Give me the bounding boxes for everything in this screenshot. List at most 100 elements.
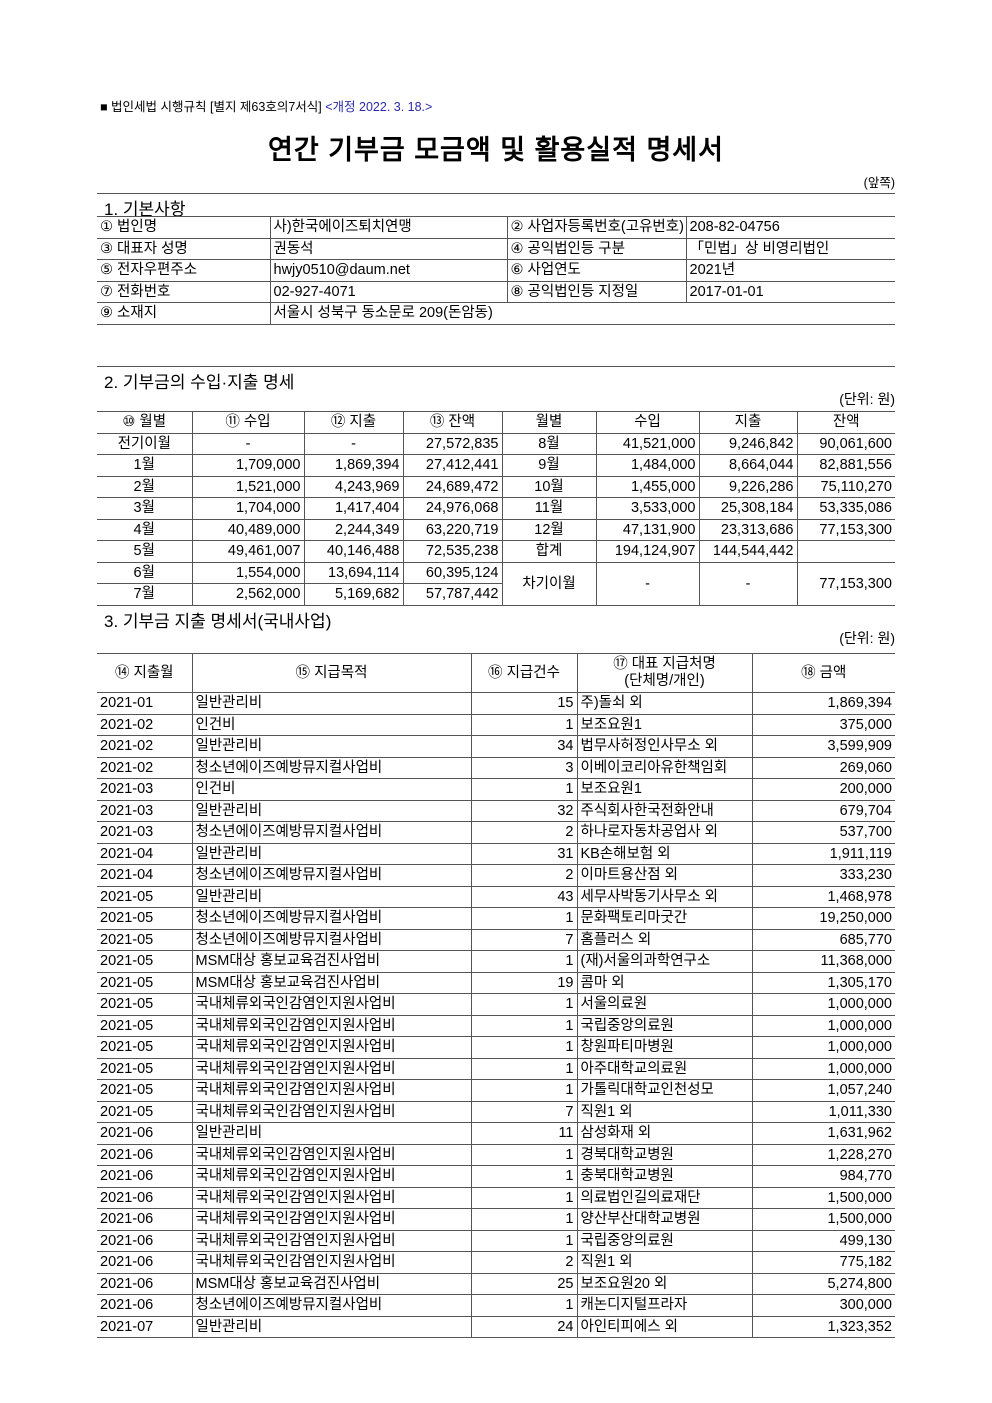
amount-cell: 3,533,000 [595, 497, 700, 520]
payment-purpose: 국내체류외국인감염인지원사업비 [191, 1251, 472, 1274]
payment-count: 32 [470, 799, 578, 822]
payment-count: 7 [470, 928, 578, 951]
payment-purpose: 국내체류외국인감염인지원사업비 [191, 1186, 472, 1209]
table-row: 4월 40,489,000 2,244,349 63,220,719 12월 47,131… [97, 518, 895, 541]
table-row: 2021-06 국내체류외국인감염인지원사업비 1 경북대학교병원 1,228,270 [97, 1143, 895, 1166]
payee-name: 삼성화재 외 [576, 1122, 753, 1145]
expense-month: 2021-06 [97, 1143, 193, 1166]
table-row: 2021-03 청소년에이즈예방뮤지컬사업비 2 하나로자동차공업사 외 537,700 [97, 821, 895, 844]
info-label: ⑧ 공익법인등 지정일 [507, 280, 687, 303]
column-header: ⑮ 지급목적 [191, 653, 472, 693]
expense-month: 2021-06 [97, 1165, 193, 1188]
column-header: 수입 [595, 411, 700, 434]
payment-purpose: 일반관리비 [191, 692, 472, 715]
amount: 375,000 [751, 713, 895, 736]
payment-count: 1 [470, 907, 578, 930]
header-row: ⑩ 월별 ⑪ 수입 ⑫ 지출 ⑬ 잔액 월별 수입 지출 잔액 [97, 411, 895, 434]
expense-month: 2021-05 [97, 928, 193, 951]
amount: 1,000,000 [751, 993, 895, 1016]
amount-cell: 1,709,000 [191, 454, 305, 477]
info-value: 208-82-04756 [686, 216, 895, 239]
amount-cell [796, 540, 895, 563]
payee-name: 이베이코리아유한책임회 [576, 756, 753, 779]
amount-cell: 41,521,000 [595, 432, 700, 455]
payment-purpose: 국내체류외국인감염인지원사업비 [191, 1100, 472, 1123]
amount: 1,057,240 [751, 1079, 895, 1102]
payment-count: 2 [470, 1251, 578, 1274]
amount-cell: 8,664,044 [698, 454, 798, 477]
month-cell: 6월 [97, 561, 193, 584]
table-row: 2021-01 일반관리비 15 주)돌쇠 외 1,869,394 [97, 692, 895, 715]
payee-name: 아인티피에스 외 [576, 1315, 753, 1338]
info-row: ③ 대표자 성명 권동석 ④ 공익법인등 구분 「민법」상 비영리법인 [97, 237, 895, 260]
payment-count: 1 [470, 713, 578, 736]
expense-month: 2021-06 [97, 1122, 193, 1145]
info-label: ① 법인명 [97, 216, 271, 239]
payee-name: 콤마 외 [576, 971, 753, 994]
amount: 679,704 [751, 799, 895, 822]
column-header: ⑰ 대표 지급처명 (단체명/개인) [576, 653, 753, 693]
amount-cell: 27,412,441 [402, 454, 503, 477]
section-divider [97, 366, 895, 367]
payee-name: 보조요원1 [576, 778, 753, 801]
payment-purpose: 국내체류외국인감염인지원사업비 [191, 1208, 472, 1231]
amount-cell: 77,153,300 [796, 518, 895, 541]
month-cell: 7월 [97, 583, 193, 606]
amount-cell: 1,554,000 [191, 561, 305, 584]
info-label: ③ 대표자 성명 [97, 237, 271, 260]
table-row: 2021-06 국내체류외국인감염인지원사업비 1 국립중앙의료원 499,130 [97, 1229, 895, 1252]
amount: 19,250,000 [751, 907, 895, 930]
payment-purpose: MSM대상 홍보교육검진사업비 [191, 971, 472, 994]
expense-month: 2021-05 [97, 1057, 193, 1080]
info-row: ⑤ 전자우편주소 hwjy0510@daum.net ⑥ 사업연도 2021년 [97, 259, 895, 282]
info-value: 2021년 [686, 259, 895, 282]
payee-name: 보조요원1 [576, 713, 753, 736]
amount-cell: 2,562,000 [191, 583, 305, 606]
expense-month: 2021-03 [97, 778, 193, 801]
payment-purpose: 청소년에이즈예방뮤지컬사업비 [191, 1294, 472, 1317]
payee-name: 법무사허정인사무소 외 [576, 735, 753, 758]
payment-purpose: 일반관리비 [191, 1315, 472, 1338]
payment-purpose: 일반관리비 [191, 842, 472, 865]
payee-name: 양산부산대학교병원 [576, 1208, 753, 1231]
amount-cell: 63,220,719 [402, 518, 503, 541]
payee-name: 홈플러스 외 [576, 928, 753, 951]
table-row: 2021-02 일반관리비 34 법무사허정인사무소 외 3,599,909 [97, 735, 895, 758]
expense-month: 2021-04 [97, 864, 193, 887]
table-row: 2021-02 인건비 1 보조요원1 375,000 [97, 713, 895, 736]
amount-cell: 57,787,442 [402, 583, 502, 606]
payment-count: 1 [470, 1079, 578, 1102]
payment-count: 19 [470, 971, 578, 994]
amount: 1,000,000 [751, 1036, 895, 1059]
column-header: ⑭ 지출월 [97, 653, 193, 693]
amount-cell: 82,881,556 [796, 454, 895, 477]
payment-purpose: 청소년에이즈예방뮤지컬사업비 [191, 756, 472, 779]
month-cell: 8월 [501, 432, 597, 455]
unit-label: (단위: 원) [839, 391, 895, 407]
payee-name: 주식회사한국전화안내 [576, 799, 753, 822]
month-cell: 11월 [501, 497, 597, 520]
payee-name: 국립중앙의료원 [576, 1229, 753, 1252]
table-row: 2021-05 청소년에이즈예방뮤지컬사업비 1 문화팩토리마굿간 19,250,000 [97, 907, 895, 930]
amount: 1,500,000 [751, 1208, 895, 1231]
amount-cell: 1,417,404 [303, 497, 404, 520]
basic-info-table: ① 법인명 사)한국에이즈퇴치연맹 ② 사업자등록번호(고유번호) 208-82-04… [97, 216, 895, 325]
carry-forward-label: 차기이월 [501, 561, 597, 606]
expense-month: 2021-06 [97, 1294, 193, 1317]
info-value: 사)한국에이즈퇴치연맹 [270, 216, 508, 239]
column-header: ⑫ 지출 [303, 411, 404, 434]
expense-month: 2021-02 [97, 756, 193, 779]
payee-name: 이마트용산점 외 [576, 864, 753, 887]
section-divider [97, 193, 895, 194]
month-cell: 전기이월 [97, 432, 193, 455]
amount: 1,000,000 [751, 1057, 895, 1080]
payment-count: 1 [470, 1165, 578, 1188]
amount: 11,368,000 [751, 950, 895, 973]
section2-title: 2. 기부금의 수입·지출 명세 [104, 373, 295, 392]
expense-month: 2021-05 [97, 885, 193, 908]
page-side-label: (앞쪽) [863, 176, 895, 190]
expense-month: 2021-05 [97, 1100, 193, 1123]
table-row: 2021-06 MSM대상 홍보교육검진사업비 25 보조요원20 외 5,274,80… [97, 1272, 895, 1295]
expense-month: 2021-06 [97, 1208, 193, 1231]
carry-forward-value: 77,153,300 [796, 561, 895, 606]
